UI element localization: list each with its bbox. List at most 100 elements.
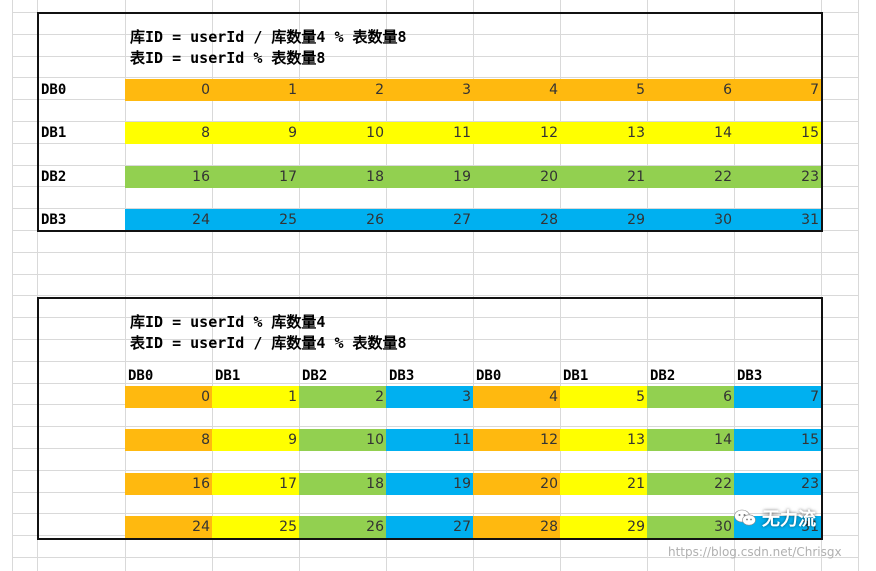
table-cell: 6 [647, 79, 734, 101]
table-cell: 10 [299, 122, 386, 144]
table-cell: 27 [386, 209, 473, 231]
table-cell: 22 [647, 473, 734, 495]
table-cell: 1 [212, 79, 299, 101]
gridline-horizontal [12, 274, 858, 275]
table-cell: 3 [386, 386, 473, 408]
watermark-url: https://blog.csdn.net/Chrisgx [668, 545, 842, 559]
gridline-horizontal [12, 317, 858, 318]
gridline-horizontal [12, 252, 858, 253]
gridline-horizontal [12, 77, 858, 78]
gridline-vertical [12, 0, 13, 571]
table-cell: 31 [734, 209, 821, 231]
gridline-vertical [212, 0, 213, 571]
table-cell: 23 [734, 166, 821, 188]
gridline-horizontal [12, 34, 858, 35]
table-cell: 14 [647, 429, 734, 451]
bottom-formula-line-1: 库ID = userId % 库数量4 [130, 313, 326, 331]
table-cell: 25 [212, 209, 299, 231]
table-cell: 8 [125, 429, 212, 451]
gridline-horizontal [12, 426, 858, 427]
table-cell: 5 [560, 79, 647, 101]
top-formula-line-2: 表ID = userId % 表数量8 [130, 49, 326, 67]
table-cell: 28 [473, 516, 560, 538]
table-cell: 7 [734, 79, 821, 101]
gridline-horizontal [12, 56, 858, 57]
column-header: DB2 [302, 368, 328, 384]
column-header: DB1 [215, 368, 241, 384]
gridline-horizontal [12, 361, 858, 362]
table-cell: 2 [299, 79, 386, 101]
table-cell: 18 [299, 473, 386, 495]
watermark-badge: 无力流 [734, 503, 834, 533]
table-cell: 31 [734, 516, 821, 538]
table-cell: 8 [125, 122, 212, 144]
table-cell: 21 [560, 473, 647, 495]
table-cell: 3 [386, 79, 473, 101]
gridline-vertical [386, 0, 387, 571]
column-header: DB2 [650, 368, 676, 384]
table-cell: 24 [125, 209, 212, 231]
gridline-vertical [299, 0, 300, 571]
gridline-vertical [125, 0, 126, 571]
gridline-horizontal [12, 339, 858, 340]
table-cell: 11 [386, 429, 473, 451]
table-cell: 9 [212, 429, 299, 451]
table-cell: 7 [734, 386, 821, 408]
top-formula-line-1: 库ID = userId / 库数量4 % 表数量8 [130, 28, 407, 46]
table-cell: 9 [212, 122, 299, 144]
table-cell: 29 [560, 209, 647, 231]
gridline-horizontal [12, 208, 858, 209]
table-cell: 4 [473, 79, 560, 101]
table-cell: 24 [125, 516, 212, 538]
table-cell: 13 [560, 429, 647, 451]
table-cell: 26 [299, 516, 386, 538]
table-cell: 22 [647, 166, 734, 188]
gridline-horizontal [12, 470, 858, 471]
table-cell: 19 [386, 166, 473, 188]
table-cell: 2 [299, 386, 386, 408]
gridline-horizontal [12, 165, 858, 166]
column-header: DB0 [128, 368, 154, 384]
table-cell: 27 [386, 516, 473, 538]
table-cell: 0 [125, 386, 212, 408]
table-cell: 12 [473, 429, 560, 451]
table-cell: 15 [734, 122, 821, 144]
table-cell: 16 [125, 166, 212, 188]
gridline-horizontal [12, 121, 858, 122]
table-cell: 11 [386, 122, 473, 144]
bottom-sharding-table [37, 297, 823, 540]
gridline-horizontal [12, 295, 858, 296]
table-cell: 21 [560, 166, 647, 188]
table-cell: 14 [647, 122, 734, 144]
wechat-icon [734, 509, 756, 527]
table-cell: 0 [125, 79, 212, 101]
db-label-top-db3: DB3 [41, 212, 67, 228]
column-header: DB1 [563, 368, 589, 384]
table-cell: 4 [473, 386, 560, 408]
table-cell: 17 [212, 473, 299, 495]
table-cell: 30 [647, 516, 734, 538]
gridline-horizontal [12, 557, 858, 558]
table-cell: 12 [473, 122, 560, 144]
table-cell: 10 [299, 429, 386, 451]
table-cell: 1 [212, 386, 299, 408]
table-cell: 13 [560, 122, 647, 144]
gridline-horizontal [12, 513, 858, 514]
gridline-vertical [858, 0, 859, 571]
column-header: DB3 [737, 368, 763, 384]
table-cell: 18 [299, 166, 386, 188]
column-header: DB0 [476, 368, 502, 384]
table-cell: 23 [734, 473, 821, 495]
table-cell: 26 [299, 209, 386, 231]
table-cell: 20 [473, 473, 560, 495]
table-cell: 25 [212, 516, 299, 538]
gridline-vertical [37, 0, 38, 571]
db-label-top-db1: DB1 [41, 125, 67, 141]
db-label-top-db0: DB0 [41, 82, 67, 98]
table-cell: 29 [560, 516, 647, 538]
table-cell: 30 [647, 209, 734, 231]
gridline-vertical [734, 0, 735, 571]
gridline-vertical [647, 0, 648, 571]
gridline-horizontal [12, 383, 858, 384]
